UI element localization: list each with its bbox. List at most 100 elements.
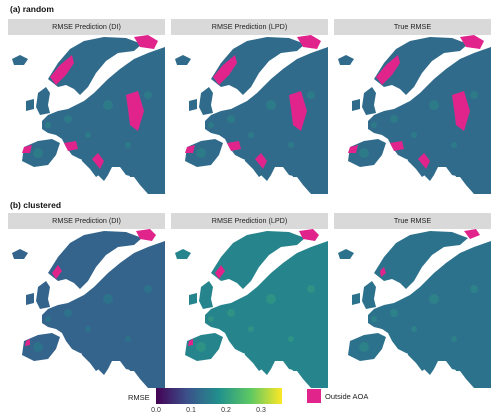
rmse-highlight <box>45 122 51 128</box>
land-uk <box>362 281 376 309</box>
outside-aoa-region <box>464 229 480 239</box>
outside-aoa-region <box>22 145 32 153</box>
land-balkans <box>100 339 120 361</box>
panel-strip-label: RMSE Prediction (LPD) <box>171 213 328 229</box>
panel-strip-label: RMSE Prediction (DI) <box>8 213 165 229</box>
land-iberia <box>185 333 223 361</box>
land-iceland <box>175 55 191 65</box>
land-ireland <box>189 99 197 111</box>
map-panel-clustered-true: True RMSE <box>334 213 491 388</box>
outside-aoa-region <box>92 153 104 169</box>
map-panel-random-lpd: RMSE Prediction (LPD) <box>171 19 328 194</box>
rmse-highlight <box>429 294 439 304</box>
outside-aoa-region <box>188 339 193 346</box>
land-turkey <box>289 357 319 371</box>
outside-aoa-region <box>136 229 156 241</box>
rmse-highlight <box>451 142 457 148</box>
rmse-highlight <box>64 115 72 123</box>
rmse-highlight <box>359 342 369 352</box>
colorbar-tick-label: 0.2 <box>221 407 231 414</box>
colorbar-tick-label: 0.1 <box>186 407 196 414</box>
rmse-highlight <box>429 100 439 110</box>
colorbar-tick <box>261 404 262 407</box>
rmse-highlight <box>227 115 235 123</box>
land-ireland <box>352 293 360 305</box>
rmse-highlight <box>125 336 131 342</box>
rmse-highlight <box>307 285 315 293</box>
rmse-highlight <box>411 132 417 138</box>
map-panel-clustered-lpd: RMSE Prediction (LPD) <box>171 213 328 388</box>
rmse-highlight <box>33 148 43 158</box>
land-scandinavia <box>374 231 468 289</box>
land-uk <box>199 281 213 309</box>
outside-aoa-region <box>452 91 470 131</box>
outside-aoa-region <box>289 91 307 131</box>
land-iceland <box>338 55 354 65</box>
land-uk <box>36 87 50 115</box>
rmse-highlight <box>411 326 417 332</box>
land-ireland <box>26 293 34 305</box>
rmse-highlight <box>390 309 398 317</box>
colorbar-tick-label: 0.0 <box>151 407 161 414</box>
map-panel-random-true: True RMSE <box>334 19 491 194</box>
rmse-highlight <box>196 342 206 352</box>
land-iceland <box>12 55 28 65</box>
map-random-true <box>334 35 491 194</box>
outside-aoa-region <box>380 267 386 277</box>
land-iberia <box>22 333 60 361</box>
rmse-highlight <box>451 336 457 342</box>
land-italy <box>241 147 265 177</box>
outside-aoa-region <box>50 55 74 85</box>
land-scandinavia <box>211 231 305 289</box>
rmse-highlight <box>470 285 478 293</box>
rmse-highlight <box>144 91 152 99</box>
map-panel-clustered-di: RMSE Prediction (DI) <box>8 213 165 388</box>
outside-aoa-region <box>213 55 237 85</box>
land-balkans <box>263 145 283 167</box>
rmse-highlight <box>45 316 51 322</box>
land-turkey <box>289 163 319 177</box>
rmse-highlight <box>227 309 235 317</box>
rmse-highlight <box>103 100 113 110</box>
map-clustered-true <box>334 229 491 388</box>
land-scandinavia <box>374 37 468 95</box>
land-italy <box>241 341 265 371</box>
land-scandinavia <box>48 231 142 289</box>
rmse-highlight <box>85 326 91 332</box>
outside-aoa-region <box>134 35 158 49</box>
rmse-highlight <box>144 285 152 293</box>
rmse-highlight <box>359 148 369 158</box>
land-turkey <box>126 357 156 371</box>
rmse-highlight <box>266 100 276 110</box>
colorbar-tick <box>191 404 192 407</box>
land-uk <box>36 281 50 309</box>
land-balkans <box>426 145 446 167</box>
outside-aoa-region <box>376 55 400 85</box>
outside-aoa-region <box>64 141 78 151</box>
land-italy <box>404 341 428 371</box>
outside-aoa-region <box>299 229 319 241</box>
section-title-random: (a) random <box>10 4 54 14</box>
rmse-highlight <box>307 91 315 99</box>
colorbar-tick <box>226 404 227 407</box>
land-italy <box>404 147 428 177</box>
outside-aoa-region <box>460 35 484 49</box>
outside-aoa-region <box>297 35 321 49</box>
land-mainland <box>205 241 328 388</box>
land-iberia <box>348 333 386 361</box>
map-random-di <box>8 35 165 194</box>
rmse-highlight <box>470 91 478 99</box>
land-balkans <box>100 145 120 167</box>
land-mainland <box>368 47 491 194</box>
map-random-lpd <box>171 35 328 194</box>
land-scandinavia <box>211 37 305 95</box>
rmse-colorbar <box>156 388 282 404</box>
outside-aoa-region <box>348 145 358 153</box>
rmse-highlight <box>266 294 276 304</box>
land-turkey <box>452 357 482 371</box>
outside-aoa-region <box>126 91 144 131</box>
outside-aoa-region <box>52 265 62 279</box>
land-balkans <box>426 339 446 361</box>
panel-strip-label: True RMSE <box>334 213 491 229</box>
rmse-highlight <box>248 132 254 138</box>
